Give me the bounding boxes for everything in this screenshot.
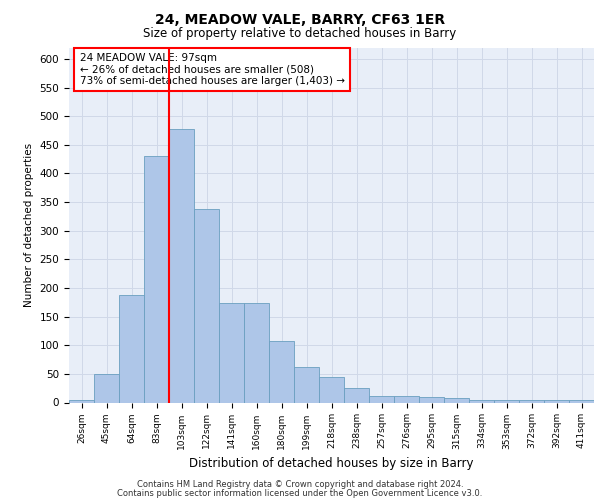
Text: 24 MEADOW VALE: 97sqm
← 26% of detached houses are smaller (508)
73% of semi-det: 24 MEADOW VALE: 97sqm ← 26% of detached … [79,53,344,86]
Bar [94,374,119,402]
Bar [544,400,569,402]
Bar [219,303,244,402]
Bar [269,341,294,402]
Bar [144,156,169,402]
Text: 24, MEADOW VALE, BARRY, CF63 1ER: 24, MEADOW VALE, BARRY, CF63 1ER [155,12,445,26]
Y-axis label: Number of detached properties: Number of detached properties [24,143,34,307]
Bar [494,400,519,402]
Text: Contains public sector information licensed under the Open Government Licence v3: Contains public sector information licen… [118,488,482,498]
Bar [369,396,394,402]
Bar [469,400,494,402]
Bar [519,400,544,402]
Text: Contains HM Land Registry data © Crown copyright and database right 2024.: Contains HM Land Registry data © Crown c… [137,480,463,489]
Bar [319,376,344,402]
Bar [194,209,219,402]
Bar [394,396,419,402]
Bar [294,367,319,402]
Bar [244,303,269,402]
Bar [419,398,444,402]
X-axis label: Distribution of detached houses by size in Barry: Distribution of detached houses by size … [189,457,474,470]
Bar [569,400,594,402]
Text: Size of property relative to detached houses in Barry: Size of property relative to detached ho… [143,28,457,40]
Bar [119,295,144,403]
Bar [344,388,369,402]
Bar [444,398,469,402]
Bar [169,130,194,402]
Bar [69,400,94,402]
